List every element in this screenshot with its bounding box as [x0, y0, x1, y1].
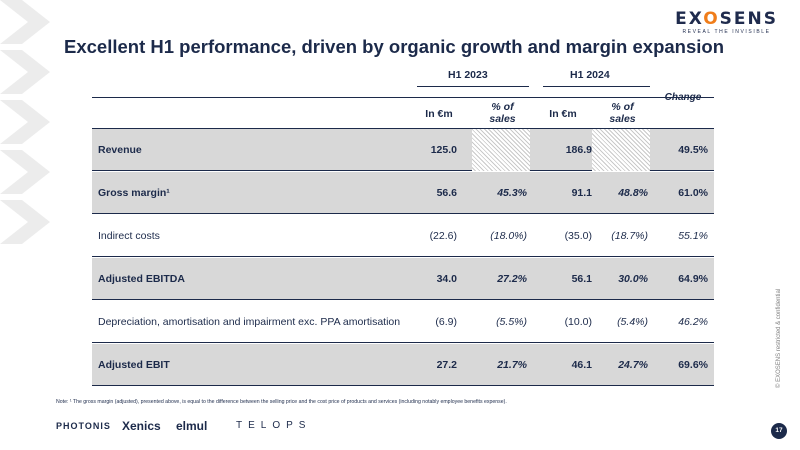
pct-sales-2024: (18.7%)	[611, 230, 648, 242]
pct-sales-2023: 45.3%	[497, 187, 527, 199]
subheader-pct-sales-2023: % of sales	[489, 101, 516, 125]
row-label: Indirect costs	[98, 230, 160, 242]
change-value: 69.6%	[678, 359, 708, 371]
page-number: 17	[771, 423, 787, 439]
change-value: 49.5%	[678, 144, 708, 156]
pct-sales-2024: (5.4%)	[617, 316, 648, 328]
logo-tagline: REVEAL THE INVISIBLE	[682, 29, 771, 35]
pct-sales-2023: (18.0%)	[490, 230, 527, 242]
photonis-logo: PHOTONIS	[56, 421, 111, 431]
subheader-in-em-2023: In €m	[425, 108, 453, 120]
change-value: 46.2%	[678, 316, 708, 328]
change-value: 61.0%	[678, 187, 708, 199]
pct-sales-2023: (5.5%)	[496, 316, 527, 328]
value-2024: 91.1	[571, 187, 592, 199]
xenics-logo: Xenics	[122, 419, 161, 433]
subheader-pct-sales-2024: % of sales	[609, 101, 636, 125]
value-2023: 27.2	[436, 359, 457, 371]
table-row-revenue: Revenue 125.0 186.9 49.5%	[92, 129, 714, 171]
change-value: 55.1%	[678, 230, 708, 242]
elmul-logo: elmul	[176, 419, 208, 433]
value-2023: 56.6	[436, 187, 457, 199]
confidential-notice: © EXOSENS restricted & confidential	[776, 288, 782, 388]
header-underline-2024	[543, 86, 650, 87]
hatched-cell	[472, 129, 530, 171]
table-top-rule	[92, 97, 714, 98]
value-2023: 34.0	[436, 273, 457, 285]
value-2023: 125.0	[430, 144, 457, 156]
pct-sales-2024: 24.7%	[618, 359, 648, 371]
page-title: Excellent H1 performance, driven by orga…	[64, 36, 724, 57]
table-row-gross-margin: Gross margin¹ 56.6 45.3% 91.1 48.8% 61.0…	[92, 172, 714, 214]
value-2024: (10.0)	[564, 316, 592, 328]
table-row-indirect-costs: Indirect costs (22.6) (18.0%) (35.0) (18…	[92, 215, 714, 257]
value-2023: (6.9)	[435, 316, 457, 328]
pct-sales-2023: 21.7%	[497, 359, 527, 371]
value-2024: (35.0)	[564, 230, 592, 242]
header-h1-2023: H1 2023	[448, 69, 488, 81]
pct-sales-2024: 30.0%	[618, 273, 648, 285]
pct-sales-2024: 48.8%	[618, 187, 648, 199]
telops-logo: TELOPS	[236, 420, 312, 431]
header-bottom-rule	[92, 128, 714, 130]
pct-sales-2023: 27.2%	[497, 273, 527, 285]
header-underline-2023	[417, 86, 529, 87]
change-value: 64.9%	[678, 273, 708, 285]
chevron-decoration-icon	[0, 0, 50, 244]
table-row-adjusted-ebit: Adjusted EBIT 27.2 21.7% 46.1 24.7% 69.6…	[92, 344, 714, 386]
row-label: Adjusted EBITDA	[98, 273, 185, 285]
value-2023: (22.6)	[429, 230, 457, 242]
hatched-cell	[592, 129, 650, 171]
row-label: Adjusted EBIT	[98, 359, 170, 371]
value-2024: 186.9	[565, 144, 592, 156]
value-2024: 46.1	[571, 359, 592, 371]
table-row-depreciation: Depreciation, amortisation and impairmen…	[92, 301, 714, 343]
footnote: Note: ¹ The gross margin (adjusted), pre…	[56, 399, 507, 405]
header-h1-2024: H1 2024	[570, 69, 610, 81]
row-label: Gross margin¹	[98, 187, 170, 199]
logo-wordmark: EXOSENS	[675, 9, 778, 29]
exosens-logo: EXOSENS REVEAL THE INVISIBLE	[675, 10, 778, 35]
table-row-adjusted-ebitda: Adjusted EBITDA 34.0 27.2% 56.1 30.0% 64…	[92, 258, 714, 300]
value-2024: 56.1	[571, 273, 592, 285]
subheader-in-em-2024: In €m	[549, 108, 577, 120]
row-label: Revenue	[98, 144, 142, 156]
row-label: Depreciation, amortisation and impairmen…	[98, 316, 401, 328]
